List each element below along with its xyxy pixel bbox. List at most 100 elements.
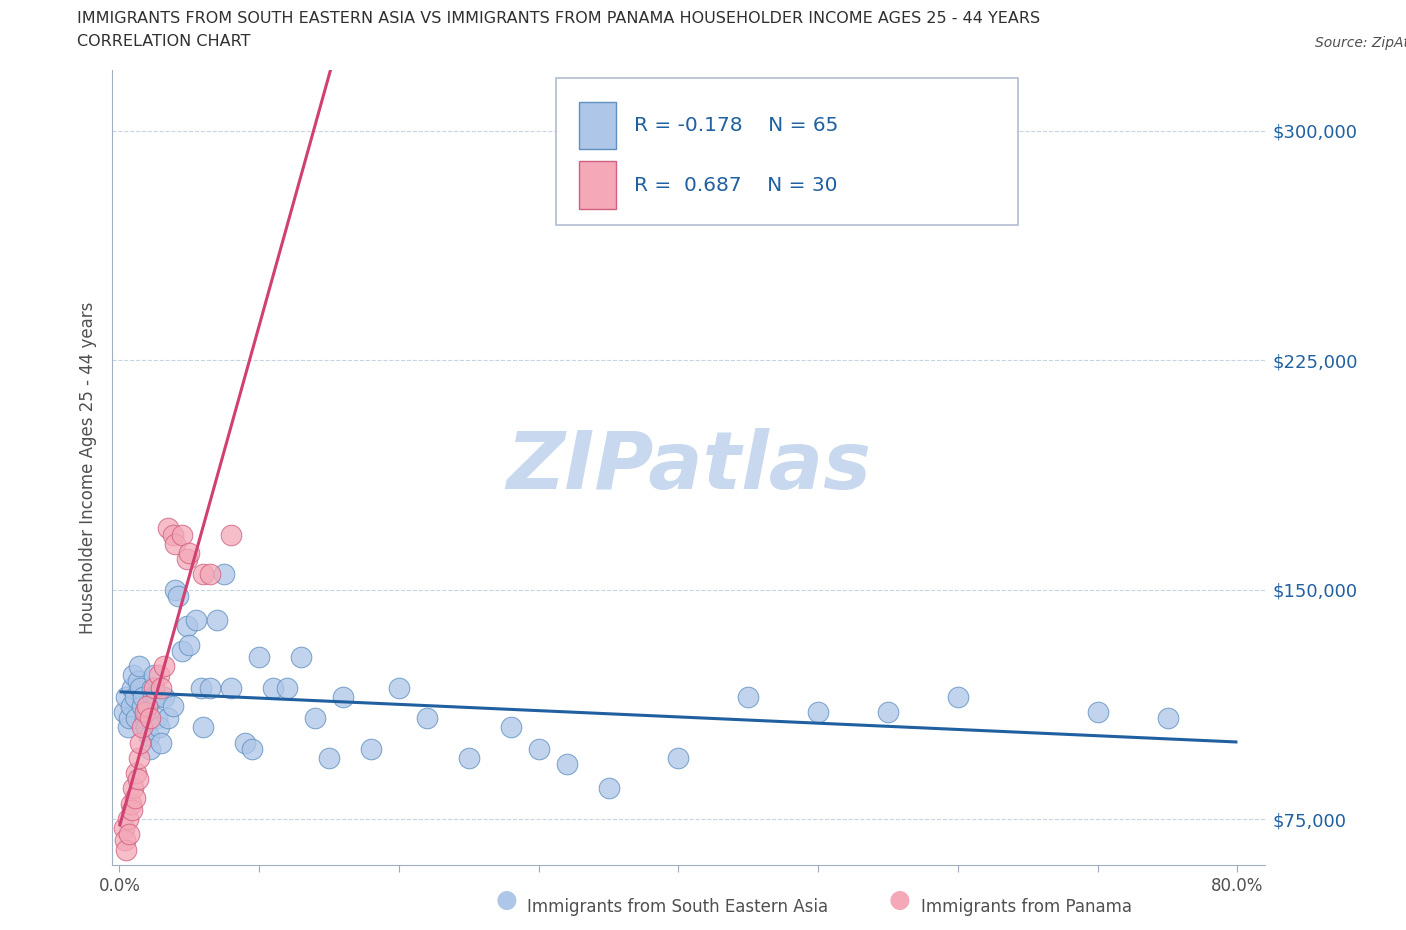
Point: [555, 756, 578, 771]
Point: [172, 644, 194, 658]
Point: [121, 803, 143, 817]
Point: [128, 751, 150, 765]
Point: [139, 711, 162, 725]
Point: [499, 720, 522, 735]
Point: [737, 689, 759, 704]
Point: [332, 689, 354, 704]
Point: [416, 711, 439, 725]
Point: [138, 729, 160, 744]
Y-axis label: Householder Income Ages 25 - 44 years: Householder Income Ages 25 - 44 years: [79, 301, 97, 633]
Point: [276, 680, 298, 695]
Point: [200, 680, 222, 695]
Point: [121, 680, 143, 695]
Text: ●: ●: [889, 888, 911, 911]
Point: [167, 589, 190, 604]
Point: [162, 698, 184, 713]
Point: [114, 833, 136, 848]
Point: [131, 720, 153, 735]
Text: R = -0.178    N = 65: R = -0.178 N = 65: [634, 116, 838, 135]
FancyBboxPatch shape: [579, 101, 616, 150]
Point: [120, 698, 142, 713]
Point: [1087, 705, 1109, 720]
Text: R =  0.687    N = 30: R = 0.687 N = 30: [634, 176, 837, 194]
Point: [129, 735, 152, 750]
Point: [115, 689, 138, 704]
Point: [136, 698, 159, 713]
Point: [193, 567, 215, 582]
Point: [112, 705, 135, 720]
Point: [150, 680, 173, 695]
Point: [127, 674, 149, 689]
Text: ●: ●: [495, 888, 517, 911]
Point: [131, 698, 153, 713]
Point: [117, 812, 139, 827]
Point: [290, 649, 312, 664]
Point: [122, 668, 145, 683]
Point: [150, 735, 173, 750]
Point: [807, 705, 830, 720]
Text: Immigrants from Panama: Immigrants from Panama: [921, 897, 1132, 916]
Point: [125, 711, 148, 725]
Point: [127, 772, 149, 787]
Point: [146, 711, 169, 725]
Point: [165, 582, 187, 597]
Point: [124, 790, 146, 805]
Text: Immigrants from South Eastern Asia: Immigrants from South Eastern Asia: [527, 897, 828, 916]
Point: [148, 668, 170, 683]
Point: [1156, 711, 1178, 725]
Point: [118, 827, 141, 842]
Point: [124, 689, 146, 704]
Point: [457, 751, 479, 765]
Text: CORRELATION CHART: CORRELATION CHART: [77, 34, 250, 49]
Point: [193, 720, 215, 735]
Point: [247, 649, 270, 664]
Point: [136, 705, 159, 720]
Point: [360, 741, 382, 756]
Text: ZIPatlas: ZIPatlas: [506, 429, 872, 506]
Point: [125, 765, 148, 780]
Point: [179, 546, 201, 561]
Point: [219, 680, 242, 695]
Point: [157, 711, 180, 725]
Point: [318, 751, 340, 765]
Point: [117, 720, 139, 735]
Point: [157, 521, 180, 536]
Point: [946, 689, 969, 704]
Point: [598, 781, 620, 796]
Point: [129, 680, 152, 695]
Point: [877, 705, 900, 720]
Point: [190, 680, 212, 695]
Point: [165, 537, 187, 551]
Point: [115, 843, 138, 857]
Point: [142, 689, 165, 704]
Point: [148, 720, 170, 735]
Point: [143, 668, 166, 683]
Point: [207, 613, 229, 628]
Point: [179, 637, 201, 652]
Point: [139, 741, 162, 756]
Point: [118, 711, 141, 725]
Point: [172, 527, 194, 542]
Point: [214, 567, 236, 582]
Point: [233, 735, 256, 750]
Point: [112, 821, 135, 836]
Point: [219, 527, 242, 542]
Point: [304, 711, 326, 725]
Point: [176, 551, 198, 566]
Point: [262, 680, 284, 695]
Point: [120, 796, 142, 811]
FancyBboxPatch shape: [579, 161, 616, 209]
Point: [134, 711, 156, 725]
FancyBboxPatch shape: [557, 78, 1018, 225]
Point: [668, 751, 690, 765]
Point: [176, 618, 198, 633]
Text: Source: ZipAtlas.com: Source: ZipAtlas.com: [1315, 35, 1406, 49]
Point: [200, 567, 222, 582]
Point: [145, 689, 167, 704]
Text: IMMIGRANTS FROM SOUTH EASTERN ASIA VS IMMIGRANTS FROM PANAMA HOUSEHOLDER INCOME : IMMIGRANTS FROM SOUTH EASTERN ASIA VS IM…: [77, 11, 1040, 26]
Point: [162, 527, 184, 542]
Point: [186, 613, 208, 628]
Point: [128, 658, 150, 673]
Point: [132, 689, 155, 704]
Point: [153, 689, 176, 704]
